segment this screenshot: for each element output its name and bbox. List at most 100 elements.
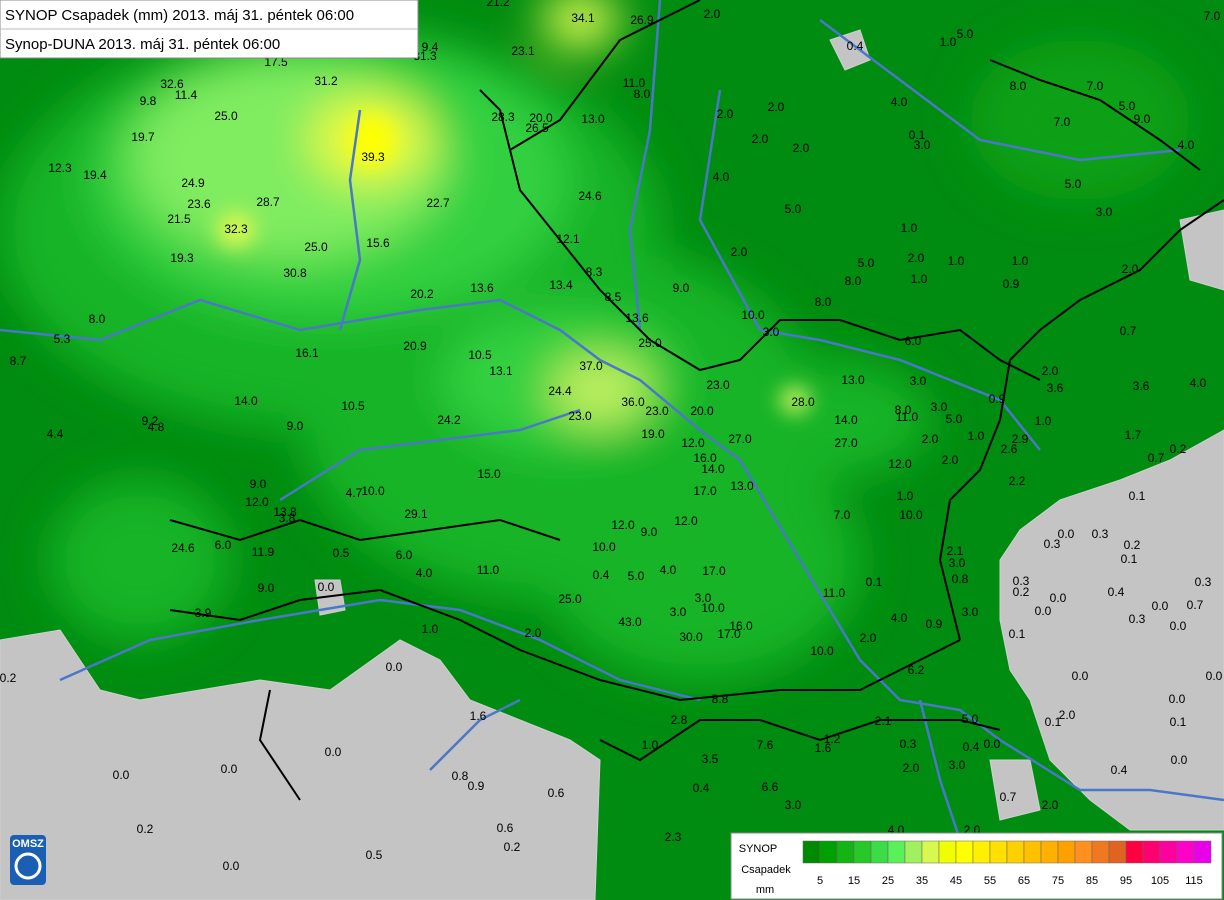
legend-swatch [1108,840,1127,864]
station-value: 28.0 [791,395,815,409]
legend-swatch [989,840,1008,864]
station-value: 10.0 [701,601,725,615]
station-value: 7.6 [757,738,774,752]
station-value: 29.1 [404,507,428,521]
station-value: 0.3 [1013,574,1030,588]
station-value: 0.1 [866,575,883,589]
station-value: 5.0 [1119,99,1136,113]
station-value: 0.4 [1108,585,1125,599]
station-value: 0.2 [137,822,154,836]
station-value: 14.0 [234,394,258,408]
legend-swatch [1193,840,1212,864]
station-value: 0.0 [318,580,335,594]
no-data-area [0,29,1224,900]
station-value: 0.5 [333,546,350,560]
station-value: 24.6 [171,541,195,555]
legend-tick-label: 65 [1018,875,1030,887]
station-value: 27.0 [728,432,752,446]
station-value: 12.0 [245,495,269,509]
station-value: 0.1 [1121,552,1138,566]
rivers [0,0,1224,841]
station-value: 23.0 [706,378,730,392]
station-value: 5.0 [946,412,963,426]
station-value: 1.0 [422,622,439,636]
station-value: 8.0 [89,312,106,326]
legend-tick-label: 35 [916,875,928,887]
station-value: 3.9 [195,606,212,620]
station-value: 0.0 [1171,753,1188,767]
station-value: 0.2 [0,671,17,685]
station-value: 8.0 [1010,79,1027,93]
legend-swatch [1006,840,1025,864]
station-value: 3.0 [914,138,931,152]
station-value: 2.3 [665,830,682,844]
legend-swatch [1040,840,1059,864]
station-value: 0.0 [1152,599,1169,613]
station-value: 34.1 [571,11,595,25]
station-value: 2.0 [731,245,748,259]
station-value: 9.0 [1134,112,1151,126]
station-value: 0.0 [1169,692,1186,706]
station-value: 20.0 [529,111,553,125]
station-value: 3.0 [931,400,948,414]
station-value: 0.0 [223,859,240,873]
station-value: 11.0 [477,563,500,577]
station-value: 3.0 [695,591,712,605]
legend-tick-label: 105 [1151,875,1169,887]
station-value: 24.2 [437,413,461,427]
station-value: 11.4 [175,88,198,102]
legend-swatch [1091,840,1110,864]
station-value: 17.0 [717,627,741,641]
station-value: 7.0 [1087,79,1104,93]
station-value: 0.2 [1124,538,1141,552]
station-value: 0.9 [1003,277,1020,291]
station-value: 4.0 [1178,138,1195,152]
station-value: 0.8 [952,572,969,586]
station-value: 31.3 [413,49,437,63]
station-value: 3.0 [962,605,979,619]
legend-swatch [1142,840,1161,864]
station-value: 43.0 [618,615,642,629]
station-value: 13.8 [273,505,297,519]
station-value: 0.3 [1129,612,1146,626]
legend-swatch [972,840,991,864]
station-value: 1.0 [948,254,965,268]
station-value: 1.0 [911,272,928,286]
station-value: 31.2 [314,74,338,88]
station-value: 4.0 [416,566,433,580]
station-value: 0.8 [452,769,469,783]
station-value: 5.0 [1065,177,1082,191]
station-value: 17.5 [264,55,288,69]
legend-swatch [1074,840,1093,864]
station-value: 0.0 [1050,591,1067,605]
station-value: 2.0 [922,432,939,446]
station-value: 10.0 [592,540,616,554]
station-value: 3.8 [279,511,296,525]
station-value: 10.0 [810,644,834,658]
station-value: 2.1 [947,544,964,558]
station-value: 0.6 [497,821,514,835]
station-value: 3.0 [910,374,927,388]
station-value: 10.5 [341,399,365,413]
station-value: 15.0 [477,467,501,481]
station-value: 32.6 [160,77,184,91]
station-value: 0.4 [593,568,610,582]
legend-subtitle: Csapadek [741,864,791,876]
station-value: 17.0 [702,564,726,578]
legend-swatch [904,840,923,864]
station-value: 7.0 [834,508,851,522]
station-value: 2.9 [1012,432,1029,446]
station-value: 0.9 [926,617,943,631]
station-value: 4.7 [346,486,363,500]
station-value: 0.7 [1000,790,1017,804]
station-value: 8.5 [605,290,622,304]
legend: SYNOP Csapadek mm 5 15 25 35 45 55 65 75 85 95 105… [730,832,1223,900]
station-value: 24.6 [578,189,602,203]
station-value: 9.0 [250,477,267,491]
station-value: 4.0 [891,611,908,625]
station-value: 3.0 [785,798,802,812]
station-value: 28.3 [491,110,515,124]
station-value: 4.0 [891,95,908,109]
station-value: 2.0 [1122,262,1139,276]
station-value: 0.1 [1170,715,1187,729]
